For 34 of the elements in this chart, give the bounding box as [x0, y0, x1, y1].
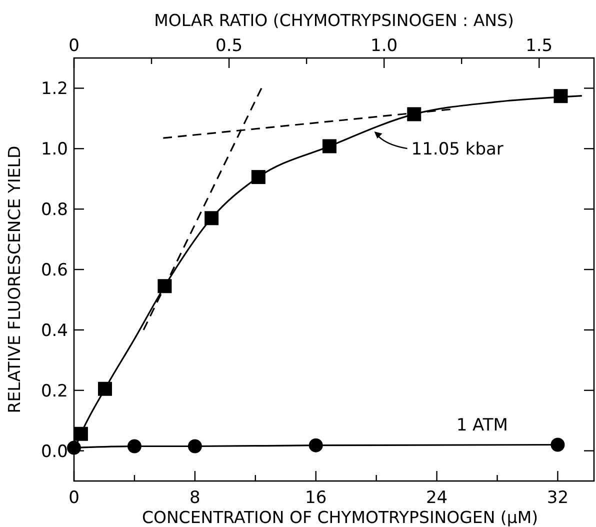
x-tick-label: 0: [68, 488, 80, 508]
y-tick-label: 1.2: [40, 79, 68, 100]
point: [74, 426, 88, 441]
annotation: 11.05 kbar: [411, 140, 504, 160]
y-tick-label: 1.0: [40, 140, 68, 160]
point: [550, 438, 565, 452]
point: [188, 439, 202, 454]
x2-tick-label: 1.5: [526, 36, 553, 56]
point: [407, 107, 422, 122]
x-tick-label: 8: [190, 488, 200, 508]
y-axis-title: RELATIVE FLUORESCENCE YIELD: [5, 146, 24, 414]
y-tick-label: 0.0: [40, 442, 68, 462]
y-tick-label: 0.6: [40, 260, 68, 280]
point: [98, 382, 112, 396]
x2-tick-label: 0: [68, 36, 80, 56]
x-tick-label: 24: [426, 488, 448, 508]
y-tick-label: 0.8: [40, 200, 68, 220]
point: [251, 170, 266, 184]
point: [308, 438, 323, 452]
x2-tick-label: 0.5: [216, 36, 243, 56]
y-tick-label: 0.2: [40, 381, 68, 402]
point: [158, 279, 172, 294]
x-tick-label: 16: [305, 488, 327, 508]
x-tick-label: 32: [546, 488, 569, 508]
x2-tick-label: 1.0: [370, 36, 398, 56]
point: [204, 211, 219, 226]
y-tick-label: 0.4: [40, 320, 68, 341]
point: [322, 139, 336, 154]
point: [67, 440, 81, 455]
point: [554, 89, 568, 104]
x2-axis-title: MOLAR RATIO (CHYMOTRYPSINOGEN : ANS): [154, 11, 514, 30]
x-axis-title: CONCENTRATION OF CHYMOTRYPSINOGEN (μM): [142, 508, 538, 527]
annotation: 1 ATM: [456, 416, 508, 436]
point: [127, 439, 142, 454]
